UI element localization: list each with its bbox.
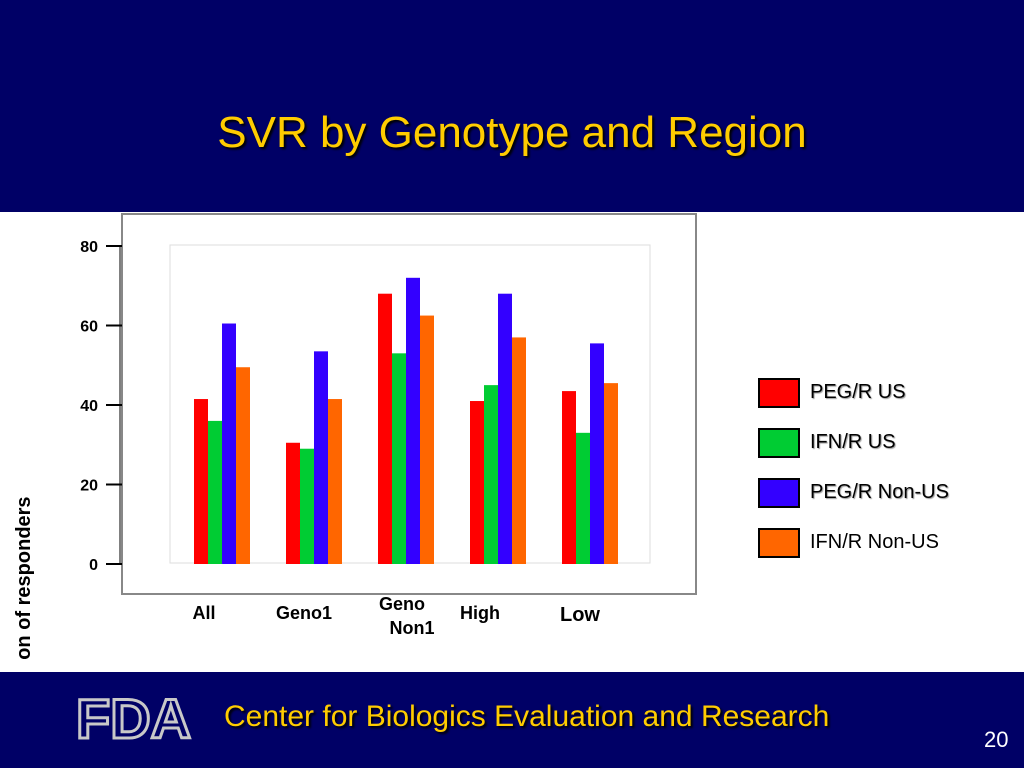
- x-tick-label-2: Geno Non1: [379, 594, 435, 638]
- bar-1-1: [300, 448, 314, 564]
- bar-4-1: [576, 432, 590, 564]
- slide-title: SVR by Genotype and Region: [217, 108, 807, 157]
- y-tick-label: 20: [80, 478, 98, 495]
- x-tick-label-1: Geno1: [276, 603, 332, 623]
- page-number: 20: [984, 727, 1009, 752]
- bar-0-2: [222, 323, 236, 564]
- x-tick-labels: All Geno1 Geno Non1 High Low: [192, 594, 600, 638]
- y-axis-label: Proportion of responders: [13, 496, 35, 660]
- legend-swatch-peg-r-non-us: [758, 478, 800, 508]
- bar-2-2: [406, 277, 420, 564]
- x-tick-label-4: Low: [560, 604, 600, 626]
- legend-swatch-peg-r-us: [758, 378, 800, 408]
- bar-0-0: [194, 399, 208, 564]
- legend-label-peg-r-us: PEG/R US: [810, 381, 906, 403]
- bar-3-0: [470, 401, 484, 564]
- x-tick-label-0: All: [192, 603, 215, 623]
- bar-3-3: [512, 337, 526, 564]
- y-tick-label: 80: [80, 239, 98, 256]
- y-tick-label: 40: [80, 398, 98, 415]
- fda-logo-text: FDA: [76, 690, 191, 746]
- y-axis: 0 20 40 60 80: [80, 239, 122, 574]
- bar-0-3: [236, 367, 250, 564]
- bar-4-3: [604, 383, 618, 564]
- bar-0-1: [208, 420, 222, 564]
- bars: [194, 277, 618, 564]
- bar-3-2: [498, 293, 512, 564]
- footer-band: [0, 672, 1024, 768]
- bar-1-2: [314, 351, 328, 564]
- legend-label-ifn-r-non-us: IFN/R Non-US: [810, 531, 939, 553]
- bar-3-1: [484, 385, 498, 564]
- y-tick-label: 60: [80, 319, 98, 336]
- fda-logo: FDA: [75, 690, 193, 746]
- bar-1-0: [286, 442, 300, 564]
- bar-4-0: [562, 391, 576, 564]
- legend-label-peg-r-non-us: PEG/R Non-US: [810, 481, 949, 503]
- footer-title: Center for Biologics Evaluation and Rese…: [224, 700, 830, 733]
- bar-2-1: [392, 353, 406, 564]
- legend-label-ifn-r-us: IFN/R US: [810, 431, 896, 453]
- bar-2-0: [378, 293, 392, 564]
- legend-swatch-ifn-r-non-us: [758, 528, 800, 558]
- legend-swatch-ifn-r-us: [758, 428, 800, 458]
- bar-chart: 0 20 40 60 80 All Geno1 Geno Non1 High Low Propor…: [13, 213, 697, 660]
- title-band: [0, 0, 1024, 212]
- bar-2-3: [420, 315, 434, 564]
- y-tick-label: 0: [89, 557, 98, 574]
- bar-4-2: [590, 343, 604, 564]
- bar-1-3: [328, 399, 342, 564]
- x-tick-label-3: High: [460, 603, 500, 623]
